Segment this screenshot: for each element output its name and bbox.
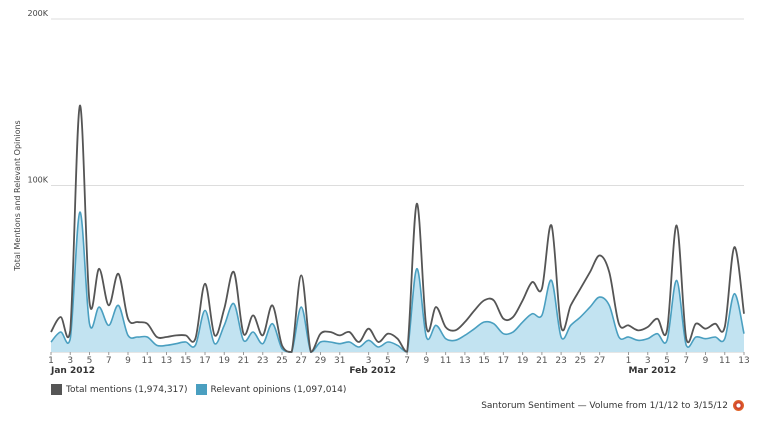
x-tick-label: 17 [199, 356, 210, 366]
credit-text: Santorum Sentiment — Volume from 1/1/12 … [481, 400, 728, 411]
x-month-label: Feb 2012 [349, 366, 396, 376]
y-tick-label: 100K [27, 176, 48, 185]
x-tick-label: 1 [48, 356, 54, 366]
x-month-label: Mar 2012 [629, 366, 677, 376]
x-tick-label: 7 [404, 356, 410, 366]
legend-swatch-total [51, 384, 62, 395]
x-tick-label: 19 [219, 356, 231, 366]
x-tick-label: 25 [276, 356, 287, 366]
x-tick-label: 3 [366, 356, 372, 366]
x-tick-label: 19 [517, 356, 529, 366]
chart-areas [51, 212, 744, 352]
x-tick-label: 15 [180, 356, 191, 366]
relevant-opinions-line [50, 211, 745, 353]
x-tick-label: 13 [738, 356, 749, 366]
x-tick-label: 5 [87, 356, 93, 366]
x-month-label: Jan 2012 [50, 366, 95, 376]
x-tick-label: 25 [575, 356, 586, 366]
x-tick-label: 11 [142, 356, 153, 366]
x-tick-label: 13 [459, 356, 470, 366]
x-tick-label: 21 [238, 356, 249, 366]
x-tick-label: 27 [296, 356, 307, 366]
legend-item-relevant[interactable]: Relevant opinions (1,097,014) [195, 384, 347, 395]
x-tick-label: 1 [626, 356, 632, 366]
x-tick-label: 17 [498, 356, 509, 366]
x-axis: 1 3 5 7 9 11 13 15 17 19 21 23 25 27 29 31 3 5 7 9 11 13 15 17 1… [48, 352, 750, 376]
legend-label-total: Total mentions (1,974,317) [66, 384, 188, 395]
x-tick-label: 9 [703, 356, 709, 366]
x-tick-label: 3 [645, 356, 651, 366]
y-tick-label: 200K [27, 9, 48, 18]
x-tick-label: 21 [536, 356, 547, 366]
sentiment-logo-icon [733, 400, 744, 411]
x-tick-label: 27 [594, 356, 605, 366]
x-tick-label: 11 [440, 356, 451, 366]
x-tick-label: 7 [106, 356, 112, 366]
legend-swatch-relevant [195, 384, 207, 395]
x-tick-label: 7 [683, 356, 689, 366]
x-tick-label: 15 [478, 356, 489, 366]
x-tick-label: 29 [315, 356, 327, 366]
total-mentions-line [50, 104, 745, 353]
relevant-opinions-area [51, 212, 744, 352]
x-tick-label: 3 [67, 356, 73, 366]
x-tick-label: 31 [334, 356, 345, 366]
legend: Total mentions (1,974,317) Relevant opin… [51, 384, 346, 395]
chart-credit: Santorum Sentiment — Volume from 1/1/12 … [481, 400, 744, 411]
x-tick-label: 5 [385, 356, 391, 366]
x-tick-label: 11 [719, 356, 730, 366]
chart-lines [50, 104, 745, 353]
x-tick-label: 23 [257, 356, 268, 366]
legend-item-total[interactable]: Total mentions (1,974,317) [51, 384, 188, 395]
x-tick-label: 13 [161, 356, 172, 366]
x-tick-label: 9 [125, 356, 131, 366]
x-tick-label: 23 [555, 356, 566, 366]
y-axis: 100K 200K Total Mentions and Relevant Opin… [13, 9, 49, 272]
chart-grid [51, 18, 744, 353]
x-tick-label: 5 [664, 356, 670, 366]
chart: 1 3 5 7 9 11 13 15 17 19 21 23 25 27 29 31 3 5 7 9 11 13 15 17 1… [13, 9, 750, 376]
y-axis-title: Total Mentions and Relevant Opinions [13, 120, 22, 271]
legend-label-relevant: Relevant opinions (1,097,014) [210, 384, 347, 395]
x-tick-label: 9 [424, 356, 430, 366]
